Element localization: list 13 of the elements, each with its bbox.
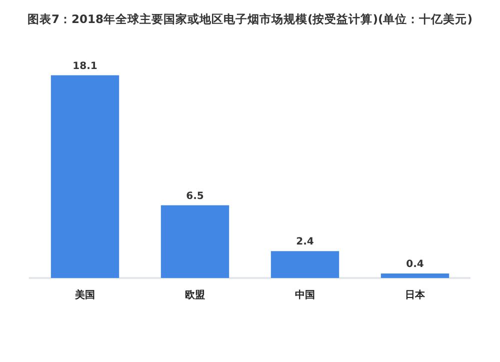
data-label: 0.4 — [406, 259, 424, 270]
x-tick-label: 欧盟 — [185, 288, 205, 301]
x-tick-label: 美国 — [74, 288, 95, 301]
bar — [50, 75, 120, 278]
bar — [380, 274, 450, 278]
data-label: 18.1 — [72, 60, 98, 72]
x-tick-label: 中国 — [295, 288, 315, 301]
chart-title: 图表7：2018年全球主要国家或地区电子烟市场规模(按受益计算)(单位：十亿美元) — [26, 11, 474, 28]
bar — [160, 205, 230, 278]
data-label: 2.4 — [296, 236, 314, 248]
x-tick-label: 日本 — [405, 288, 426, 301]
bar — [270, 251, 340, 278]
data-label: 6.5 — [186, 190, 204, 202]
